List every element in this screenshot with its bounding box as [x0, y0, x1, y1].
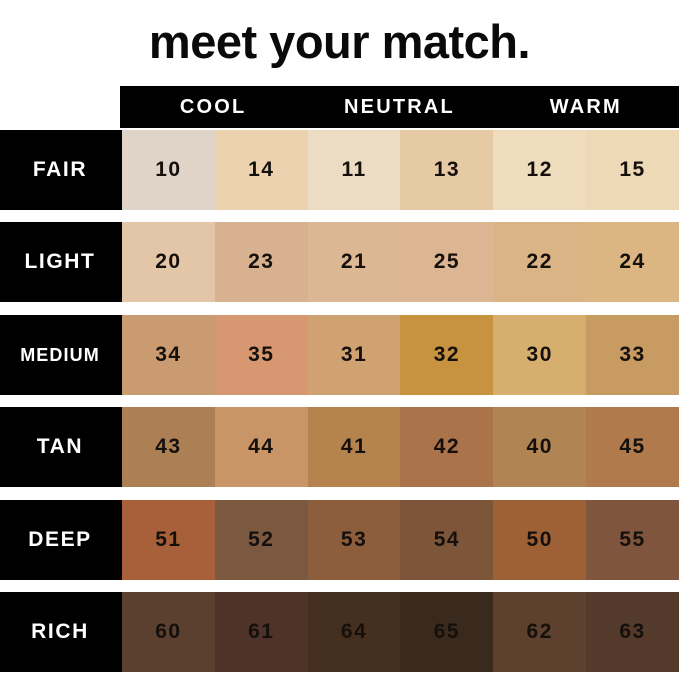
swatch-cell[interactable]: 31 [307, 315, 401, 395]
swatch-cell[interactable]: 55 [586, 500, 679, 580]
row-label-deep: DEEP [0, 500, 120, 580]
row-label-medium: MEDIUM [0, 315, 120, 395]
swatch-cell[interactable]: 21 [307, 222, 401, 302]
swatch-cell[interactable]: 50 [493, 500, 587, 580]
swatch-cell[interactable]: 32 [400, 315, 494, 395]
swatch-group-fair: 10 14 11 13 12 15 [120, 130, 679, 210]
swatch-cell[interactable]: 13 [400, 130, 494, 210]
page-title: meet your match. [148, 15, 531, 68]
swatch-cell[interactable]: 53 [307, 500, 401, 580]
swatch-cell[interactable]: 22 [493, 222, 587, 302]
swatch-cell[interactable]: 45 [586, 407, 679, 487]
swatch-cell[interactable]: 42 [400, 407, 494, 487]
swatch-cell[interactable]: 41 [307, 407, 401, 487]
swatch-cell[interactable]: 60 [122, 592, 215, 672]
column-header-bar: COOL NEUTRAL WARM [120, 86, 679, 128]
swatch-group-rich: 60 61 64 65 62 63 [120, 592, 679, 672]
row-label-light: LIGHT [0, 222, 120, 302]
shade-row-rich: RICH 60 61 64 65 62 63 [0, 592, 679, 672]
column-header-warm: WARM [549, 96, 622, 118]
column-header-cool: COOL [179, 96, 247, 118]
swatch-cell[interactable]: 35 [214, 315, 308, 395]
swatch-cell[interactable]: 12 [493, 130, 587, 210]
swatch-cell[interactable]: 62 [493, 592, 587, 672]
swatch-group-deep: 51 52 53 54 50 55 [120, 500, 679, 580]
column-header-neutral: NEUTRAL [344, 96, 455, 118]
swatch-cell[interactable]: 63 [586, 592, 679, 672]
swatch-cell[interactable]: 20 [122, 222, 215, 302]
swatch-cell[interactable]: 54 [400, 500, 494, 580]
swatch-cell[interactable]: 64 [307, 592, 401, 672]
swatch-cell[interactable]: 15 [586, 130, 679, 210]
swatch-group-light: 20 23 21 25 22 24 [120, 222, 679, 302]
swatch-cell[interactable]: 34 [122, 315, 215, 395]
swatch-cell[interactable]: 30 [493, 315, 587, 395]
row-label-tan: TAN [0, 407, 120, 487]
swatch-cell[interactable]: 61 [214, 592, 308, 672]
shade-row-medium: MEDIUM 34 35 31 32 30 33 [0, 315, 679, 395]
swatch-cell[interactable]: 65 [400, 592, 494, 672]
swatch-cell[interactable]: 24 [586, 222, 679, 302]
shade-row-deep: DEEP 51 52 53 54 50 55 [0, 500, 679, 580]
swatch-group-medium: 34 35 31 32 30 33 [120, 315, 679, 395]
swatch-cell[interactable]: 51 [122, 500, 215, 580]
shade-row-light: LIGHT 20 23 21 25 22 24 [0, 222, 679, 302]
swatch-cell[interactable]: 33 [586, 315, 679, 395]
shade-row-fair: FAIR 10 14 11 13 12 15 [0, 130, 679, 210]
swatch-cell[interactable]: 14 [214, 130, 308, 210]
swatch-cell[interactable]: 43 [122, 407, 215, 487]
swatch-cell[interactable]: 25 [400, 222, 494, 302]
swatch-cell[interactable]: 44 [214, 407, 308, 487]
swatch-cell[interactable]: 23 [214, 222, 308, 302]
swatch-cell[interactable]: 52 [214, 500, 308, 580]
row-label-rich: RICH [0, 592, 120, 672]
swatch-cell[interactable]: 11 [307, 130, 401, 210]
swatch-cell[interactable]: 10 [122, 130, 215, 210]
row-label-fair: FAIR [0, 130, 120, 210]
swatch-group-tan: 43 44 41 42 40 45 [120, 407, 679, 487]
swatch-cell[interactable]: 40 [493, 407, 587, 487]
shade-row-tan: TAN 43 44 41 42 40 45 [0, 407, 679, 487]
